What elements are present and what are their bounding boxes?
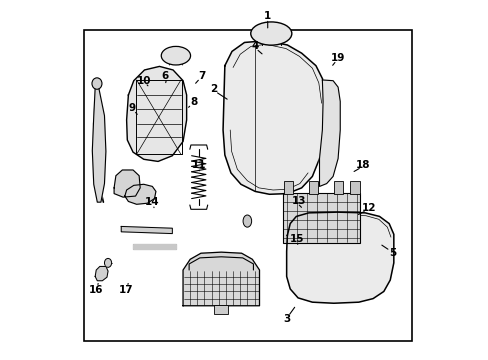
Bar	[283, 181, 292, 194]
Text: 18: 18	[355, 160, 369, 170]
Polygon shape	[183, 252, 259, 306]
Bar	[283, 193, 359, 243]
Ellipse shape	[161, 46, 190, 65]
Bar	[83, 30, 411, 341]
Polygon shape	[121, 226, 172, 234]
Ellipse shape	[92, 78, 102, 89]
Text: 1: 1	[264, 11, 271, 21]
Polygon shape	[133, 244, 176, 249]
Text: 15: 15	[289, 234, 304, 244]
Polygon shape	[126, 66, 186, 161]
Polygon shape	[223, 41, 326, 194]
Text: 17: 17	[119, 285, 133, 295]
Text: 8: 8	[190, 97, 197, 107]
Text: 16: 16	[89, 285, 103, 295]
Text: 13: 13	[291, 196, 305, 206]
Text: 10: 10	[136, 76, 151, 86]
Polygon shape	[95, 266, 108, 281]
Text: 6: 6	[161, 71, 168, 81]
Bar	[333, 181, 343, 194]
Text: 19: 19	[330, 53, 345, 63]
Ellipse shape	[104, 258, 111, 267]
Bar	[214, 305, 228, 314]
Text: 11: 11	[191, 160, 205, 170]
Text: 7: 7	[198, 71, 205, 81]
Text: 4: 4	[251, 41, 258, 51]
Text: 3: 3	[283, 314, 290, 324]
Polygon shape	[114, 170, 140, 197]
Text: 9: 9	[128, 103, 135, 113]
Bar	[349, 181, 359, 194]
Ellipse shape	[243, 215, 251, 227]
Text: 2: 2	[210, 84, 217, 94]
Polygon shape	[286, 212, 393, 303]
Ellipse shape	[250, 22, 291, 45]
Text: 5: 5	[388, 248, 396, 258]
Polygon shape	[319, 80, 340, 186]
Text: 12: 12	[361, 203, 375, 213]
Bar	[308, 181, 317, 194]
Text: 14: 14	[145, 197, 159, 207]
Polygon shape	[92, 88, 106, 202]
Polygon shape	[124, 184, 156, 204]
